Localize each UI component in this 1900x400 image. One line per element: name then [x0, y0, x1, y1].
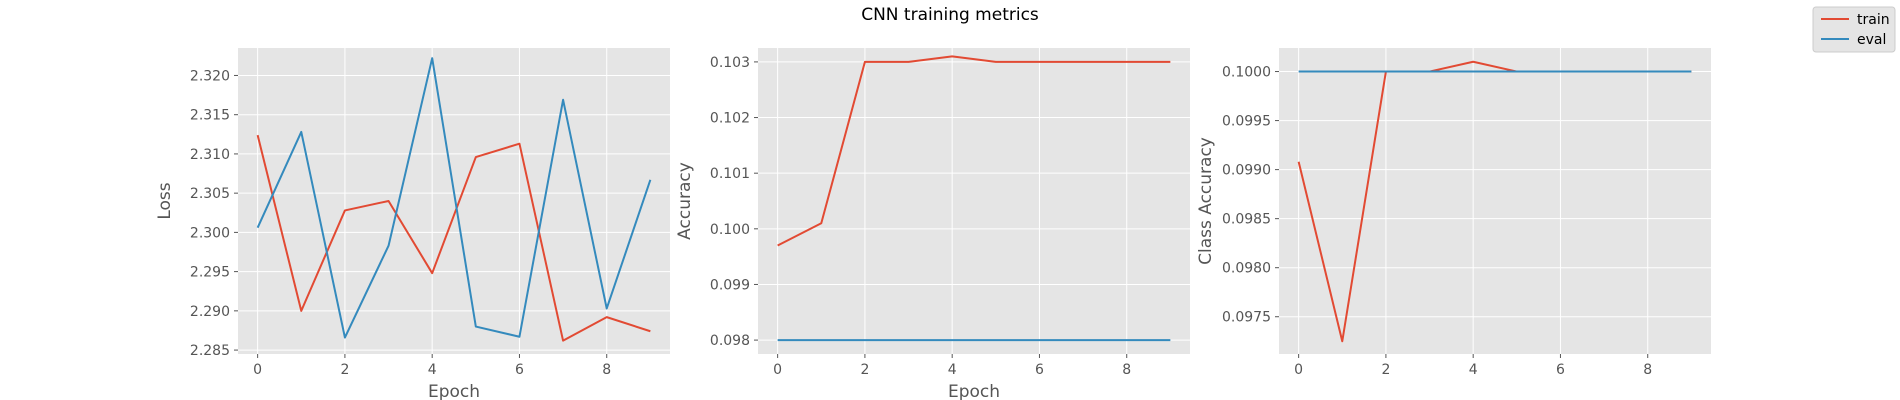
y-axis-label: Loss [155, 182, 175, 219]
subplot-3: 0 2 4 6 8 0.0975 0.0980 0.0985 0.0990 0.0995 0.100… [1196, 48, 1711, 378]
x-tick-label: 4 [948, 362, 957, 378]
figure-title: CNN training metrics [861, 5, 1039, 25]
y-tick-label: 2.285 [190, 343, 230, 359]
subplot-2: 0 2 4 6 8 0.098 0.099 0.100 0.101 0.102 0.103 Epoch… [675, 48, 1190, 400]
x-axis-label: Epoch [948, 382, 1000, 400]
y-tick-label: 0.098 [710, 333, 750, 349]
x-tick-label: 2 [1381, 362, 1390, 378]
x-tick-label: 8 [602, 362, 611, 378]
y-axis-label: Class Accuracy [1196, 137, 1216, 265]
plot-area [238, 48, 670, 354]
y-tick-label: 0.099 [710, 277, 750, 293]
legend-eval-label: eval [1857, 32, 1886, 48]
y-tick-label: 0.103 [710, 55, 750, 71]
x-tick-label: 8 [1643, 362, 1652, 378]
subplots: 0 2 4 6 8 2.285 2.290 2.295 2.300 2.305 2.310 2.315… [155, 48, 1711, 400]
x-tick-label: 0 [773, 362, 782, 378]
series-line-eval [256, 57, 652, 339]
y-tick-label: 0.0980 [1222, 261, 1271, 277]
series-line-train [777, 55, 1171, 247]
y-tick-label: 0.0975 [1222, 310, 1271, 326]
subplot-1: 0 2 4 6 8 2.285 2.290 2.295 2.300 2.305 2.310 2.315… [155, 48, 670, 400]
series-line-train [256, 134, 651, 342]
y-tick-label: 2.305 [190, 186, 230, 202]
x-tick-label: 6 [1035, 362, 1044, 378]
y-axis-label: Accuracy [675, 162, 695, 240]
y-tick-label: 0.0995 [1222, 114, 1271, 130]
x-tick-label: 2 [860, 362, 869, 378]
plot-area [758, 48, 1190, 354]
figure-legend: train eval [1812, 6, 1896, 53]
x-tick-label: 6 [515, 362, 524, 378]
x-tick-label: 4 [1469, 362, 1478, 378]
x-tick-label: 4 [428, 362, 437, 378]
x-tick-label: 0 [253, 362, 262, 378]
y-tick-label: 0.101 [710, 166, 750, 182]
plot-area [1279, 48, 1711, 354]
x-tick-label: 2 [340, 362, 349, 378]
y-tick-label: 2.300 [190, 225, 230, 241]
y-tick-label: 0.100 [710, 222, 750, 238]
legend-train-label: train [1857, 12, 1890, 28]
y-tick-label: 0.0985 [1222, 212, 1271, 228]
x-tick-label: 0 [1294, 362, 1303, 378]
y-tick-label: 0.1000 [1222, 65, 1271, 81]
y-tick-label: 0.0990 [1222, 163, 1271, 179]
x-tick-label: 6 [1556, 362, 1565, 378]
y-tick-label: 2.320 [190, 68, 230, 84]
x-tick-label: 8 [1122, 362, 1131, 378]
y-tick-label: 2.310 [190, 147, 230, 163]
x-axis-label: Epoch [428, 382, 480, 400]
y-tick-label: 2.295 [190, 265, 230, 281]
y-tick-label: 0.102 [710, 111, 750, 127]
y-tick-label: 2.290 [190, 304, 230, 320]
y-tick-label: 2.315 [190, 108, 230, 124]
